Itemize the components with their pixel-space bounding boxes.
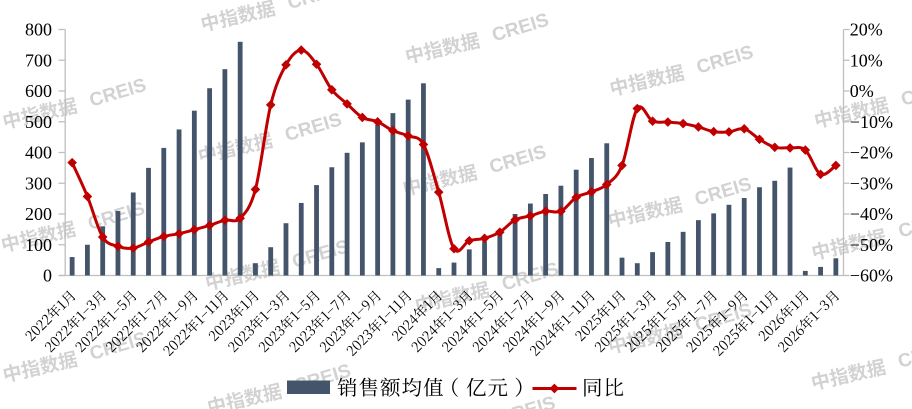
svg-text:0: 0 bbox=[43, 266, 52, 286]
svg-text:−40%: −40% bbox=[850, 204, 893, 224]
svg-text:−10%: −10% bbox=[850, 112, 893, 132]
svg-text:700: 700 bbox=[25, 50, 52, 70]
svg-text:−50%: −50% bbox=[850, 235, 893, 255]
svg-text:500: 500 bbox=[25, 112, 52, 132]
svg-text:−20%: −20% bbox=[850, 143, 893, 163]
svg-text:400: 400 bbox=[25, 143, 52, 163]
svg-text:−60%: −60% bbox=[850, 266, 893, 286]
svg-text:100: 100 bbox=[25, 235, 52, 255]
svg-text:200: 200 bbox=[25, 204, 52, 224]
svg-text:10%: 10% bbox=[850, 50, 883, 70]
svg-text:−30%: −30% bbox=[850, 173, 893, 193]
svg-text:800: 800 bbox=[25, 20, 52, 40]
svg-text:600: 600 bbox=[25, 81, 52, 101]
svg-text:20%: 20% bbox=[850, 20, 883, 40]
svg-text:300: 300 bbox=[25, 173, 52, 193]
svg-text:0%: 0% bbox=[850, 81, 874, 101]
